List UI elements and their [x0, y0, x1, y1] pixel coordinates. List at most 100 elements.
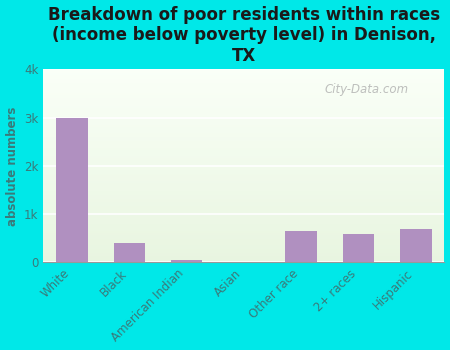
Bar: [43, 143, 445, 145]
Bar: [43, 162, 445, 164]
Bar: [43, 189, 445, 191]
Bar: [43, 225, 445, 228]
Bar: [43, 260, 445, 262]
Bar: [43, 168, 445, 170]
Bar: [43, 216, 445, 218]
Bar: [43, 175, 445, 177]
Bar: [43, 243, 445, 245]
Bar: [43, 137, 445, 139]
Bar: [43, 241, 445, 243]
Bar: [43, 79, 445, 81]
Bar: [43, 218, 445, 220]
Bar: [43, 229, 445, 231]
Bar: [43, 152, 445, 154]
Bar: [43, 231, 445, 233]
Bar: [43, 106, 445, 108]
Bar: [43, 77, 445, 79]
Bar: [43, 120, 445, 121]
Bar: [343, 234, 374, 262]
Bar: [43, 125, 445, 127]
Bar: [43, 102, 445, 104]
Bar: [43, 208, 445, 210]
Bar: [43, 75, 445, 77]
Bar: [43, 135, 445, 137]
Bar: [43, 233, 445, 235]
Bar: [43, 129, 445, 131]
Bar: [43, 98, 445, 100]
Bar: [43, 83, 445, 85]
Bar: [56, 118, 88, 262]
Bar: [43, 93, 445, 94]
Bar: [43, 185, 445, 187]
Bar: [43, 248, 445, 251]
Bar: [43, 124, 445, 125]
Bar: [43, 212, 445, 214]
Bar: [43, 254, 445, 257]
Bar: [43, 85, 445, 87]
Bar: [43, 94, 445, 97]
Bar: [43, 201, 445, 202]
Bar: [43, 181, 445, 183]
Bar: [285, 231, 317, 262]
Bar: [43, 197, 445, 198]
Bar: [43, 131, 445, 133]
Bar: [43, 156, 445, 158]
Bar: [43, 228, 445, 229]
Bar: [43, 251, 445, 252]
Bar: [43, 114, 445, 116]
Text: City-Data.com: City-Data.com: [324, 83, 408, 96]
Bar: [43, 198, 445, 201]
Bar: [43, 222, 445, 224]
Bar: [43, 112, 445, 114]
Bar: [43, 141, 445, 143]
Bar: [43, 154, 445, 156]
Bar: [43, 172, 445, 174]
Bar: [43, 206, 445, 208]
Bar: [43, 220, 445, 222]
Bar: [113, 243, 145, 262]
Bar: [43, 257, 445, 258]
Bar: [43, 195, 445, 197]
Bar: [43, 97, 445, 98]
Bar: [43, 214, 445, 216]
Bar: [43, 89, 445, 91]
Bar: [43, 170, 445, 172]
Bar: [43, 245, 445, 247]
Bar: [43, 179, 445, 181]
Bar: [43, 139, 445, 141]
Bar: [43, 183, 445, 185]
Bar: [43, 191, 445, 193]
Bar: [43, 235, 445, 237]
Bar: [43, 202, 445, 204]
Bar: [43, 133, 445, 135]
Bar: [43, 224, 445, 225]
Bar: [43, 177, 445, 179]
Bar: [43, 104, 445, 106]
Bar: [43, 118, 445, 120]
Bar: [43, 258, 445, 260]
Title: Breakdown of poor residents within races
(income below poverty level) in Denison: Breakdown of poor residents within races…: [48, 6, 440, 65]
Bar: [43, 237, 445, 239]
Bar: [43, 247, 445, 248]
Bar: [43, 91, 445, 93]
Bar: [43, 70, 445, 71]
Bar: [43, 116, 445, 118]
Bar: [43, 100, 445, 102]
Bar: [43, 252, 445, 254]
Bar: [43, 164, 445, 166]
Bar: [43, 121, 445, 124]
Bar: [43, 71, 445, 74]
Bar: [43, 166, 445, 168]
Bar: [43, 147, 445, 148]
Bar: [43, 148, 445, 150]
Bar: [43, 127, 445, 129]
Bar: [43, 74, 445, 75]
Bar: [43, 210, 445, 212]
Bar: [43, 160, 445, 162]
Bar: [400, 229, 432, 262]
Bar: [43, 145, 445, 147]
Bar: [43, 158, 445, 160]
Bar: [43, 193, 445, 195]
Y-axis label: absolute numbers: absolute numbers: [5, 106, 18, 225]
Bar: [43, 110, 445, 112]
